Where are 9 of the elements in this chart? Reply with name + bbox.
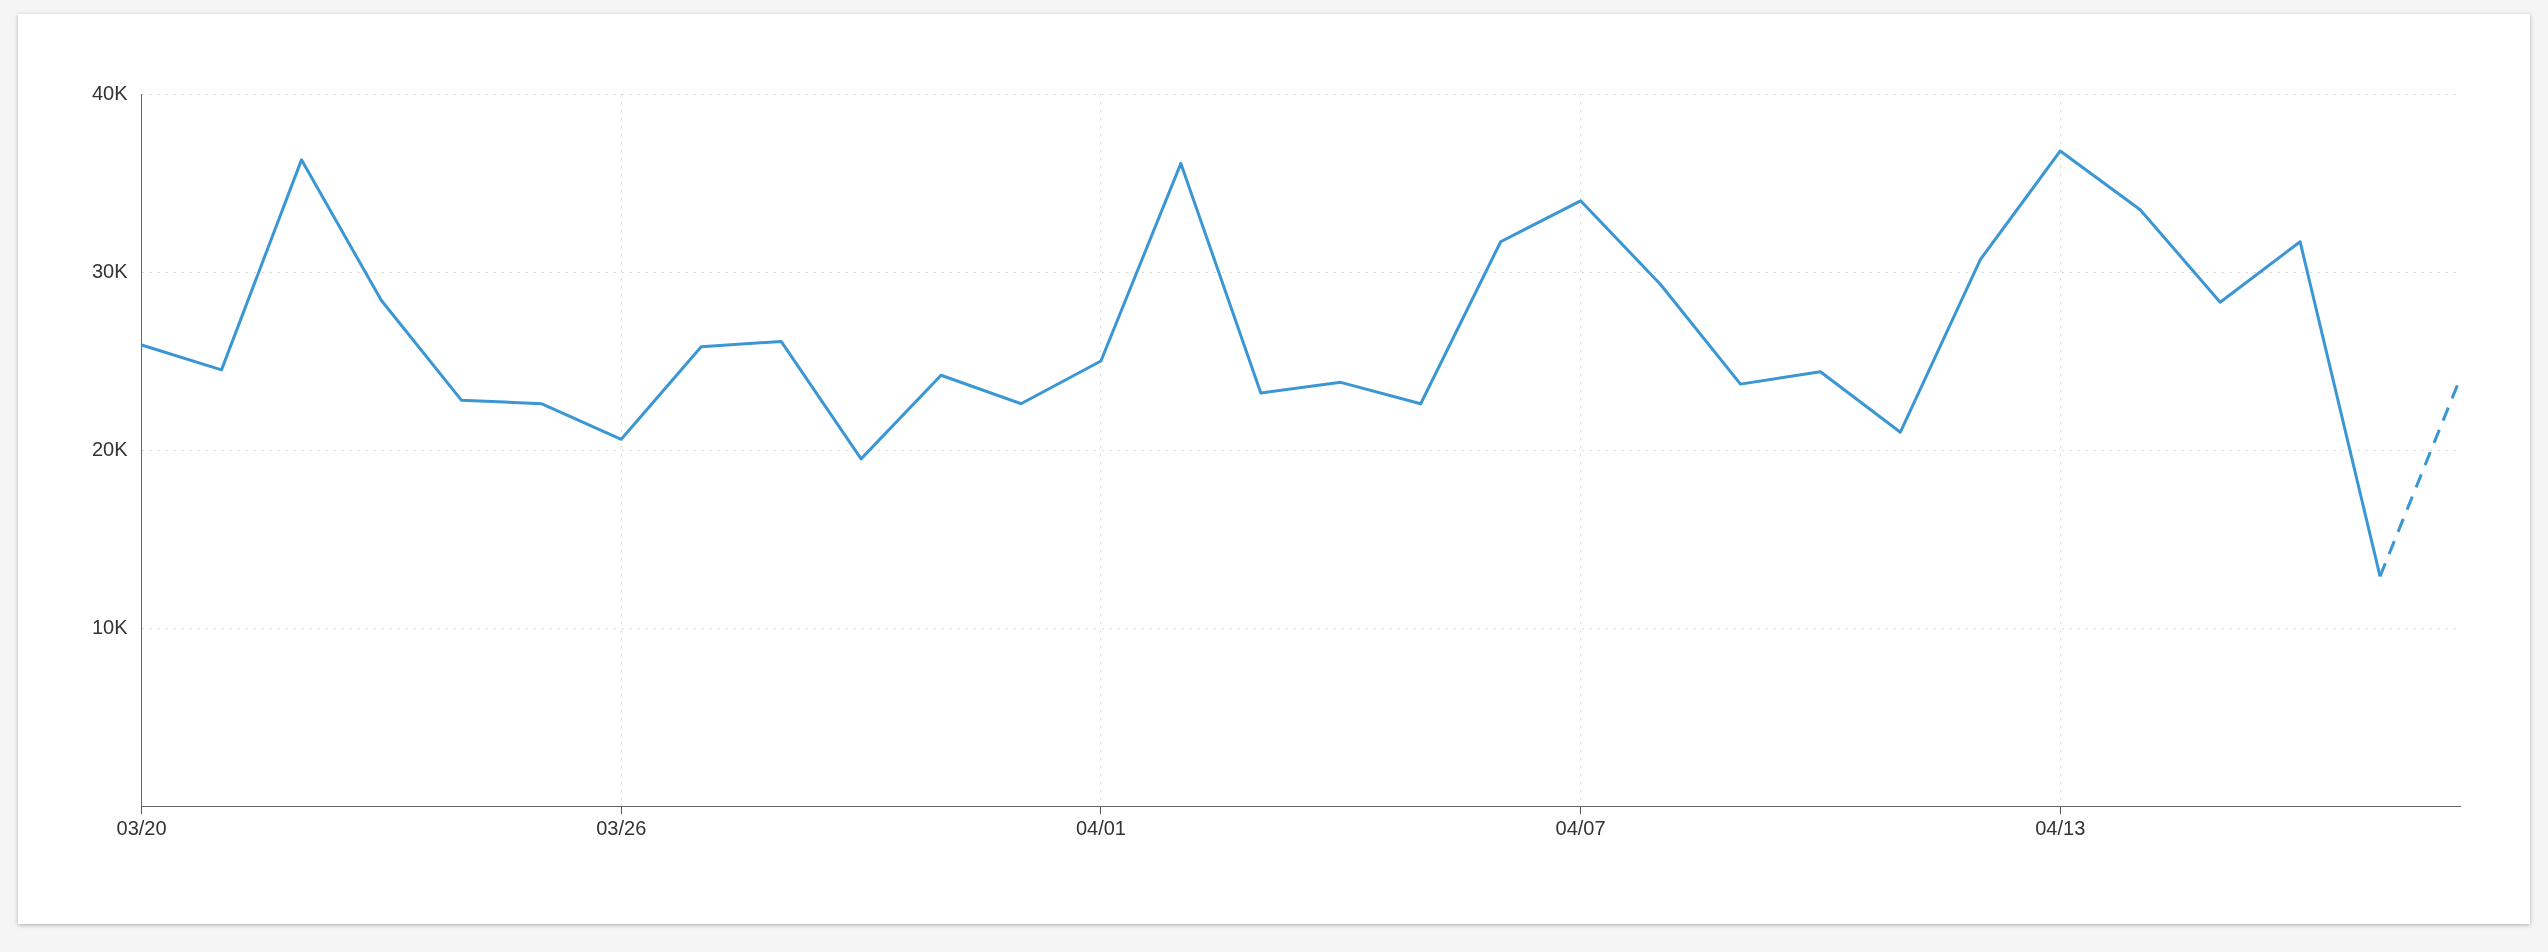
y-tick-label: 10K	[91, 615, 129, 638]
x-tick-label: 04/01	[1075, 816, 1126, 839]
y-tick-label: 40K	[91, 81, 129, 104]
x-tick-label: 04/07	[1555, 816, 1606, 839]
y-tick-label: 30K	[91, 259, 129, 282]
x-tick-label: 04/13	[2035, 816, 2086, 839]
x-tick-label: 03/26	[596, 816, 647, 839]
x-tick-label: 03/20	[116, 816, 167, 839]
y-tick-label: 20K	[91, 437, 129, 460]
